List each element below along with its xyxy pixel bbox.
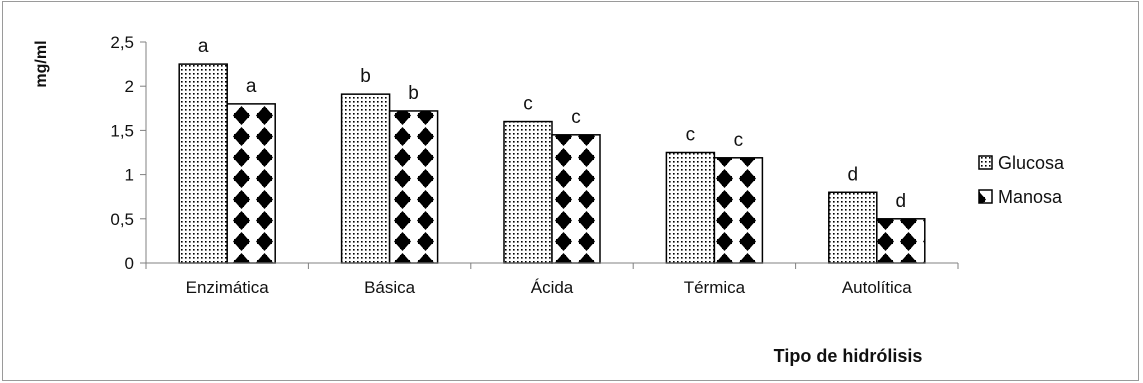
bars-group: a a b b c c c c d d — [178, 36, 926, 264]
y-tick-label: 1 — [125, 166, 134, 185]
y-tick-label: 0,5 — [110, 210, 134, 229]
significance-label: c — [686, 125, 696, 146]
significance-label: c — [523, 94, 533, 115]
bar-manosa — [388, 110, 439, 264]
y-tick-label: 1,5 — [110, 121, 134, 140]
y-tick-label: 2 — [125, 77, 134, 96]
bar-glucosa — [665, 151, 716, 264]
legend: Glucosa Manosa — [978, 153, 1065, 207]
bar-manosa — [876, 218, 926, 264]
x-category-label: Básica — [364, 278, 416, 297]
significance-label: a — [198, 36, 209, 57]
legend-swatch-glucosa — [978, 155, 993, 170]
x-category-label: Térmica — [684, 278, 746, 297]
bar-glucosa — [503, 120, 553, 264]
x-category-label: Enzimática — [186, 278, 270, 297]
x-category-label: Autolítica — [842, 278, 912, 297]
significance-label: d — [896, 191, 907, 212]
significance-label: d — [848, 164, 859, 185]
significance-label: c — [734, 130, 744, 151]
y-tick-label: 2,5 — [110, 33, 134, 52]
y-tick-label: 0 — [125, 254, 134, 273]
bar-manosa — [713, 157, 764, 264]
x-category-label: Ácida — [531, 278, 574, 297]
significance-label: a — [246, 76, 257, 97]
significance-label: b — [360, 66, 371, 87]
y-axis: 0 0,5 1 1,5 2 2,5 — [110, 33, 147, 273]
legend-swatch-manosa — [978, 189, 993, 204]
x-axis-label: Tipo de hidrólisis — [774, 346, 923, 366]
y-axis-label: mg/ml — [33, 40, 50, 87]
legend-label-manosa: Manosa — [998, 187, 1063, 207]
bar-glucosa — [828, 191, 878, 264]
x-axis: Enzimática Básica Ácida Térmica Autolítica — [145, 262, 959, 297]
bar-glucosa — [340, 93, 391, 264]
bar-manosa — [226, 103, 276, 264]
bar-manosa — [551, 134, 601, 264]
significance-label: c — [571, 107, 581, 128]
significance-label: b — [408, 83, 419, 104]
legend-label-glucosa: Glucosa — [998, 153, 1065, 173]
bar-glucosa — [178, 63, 228, 264]
